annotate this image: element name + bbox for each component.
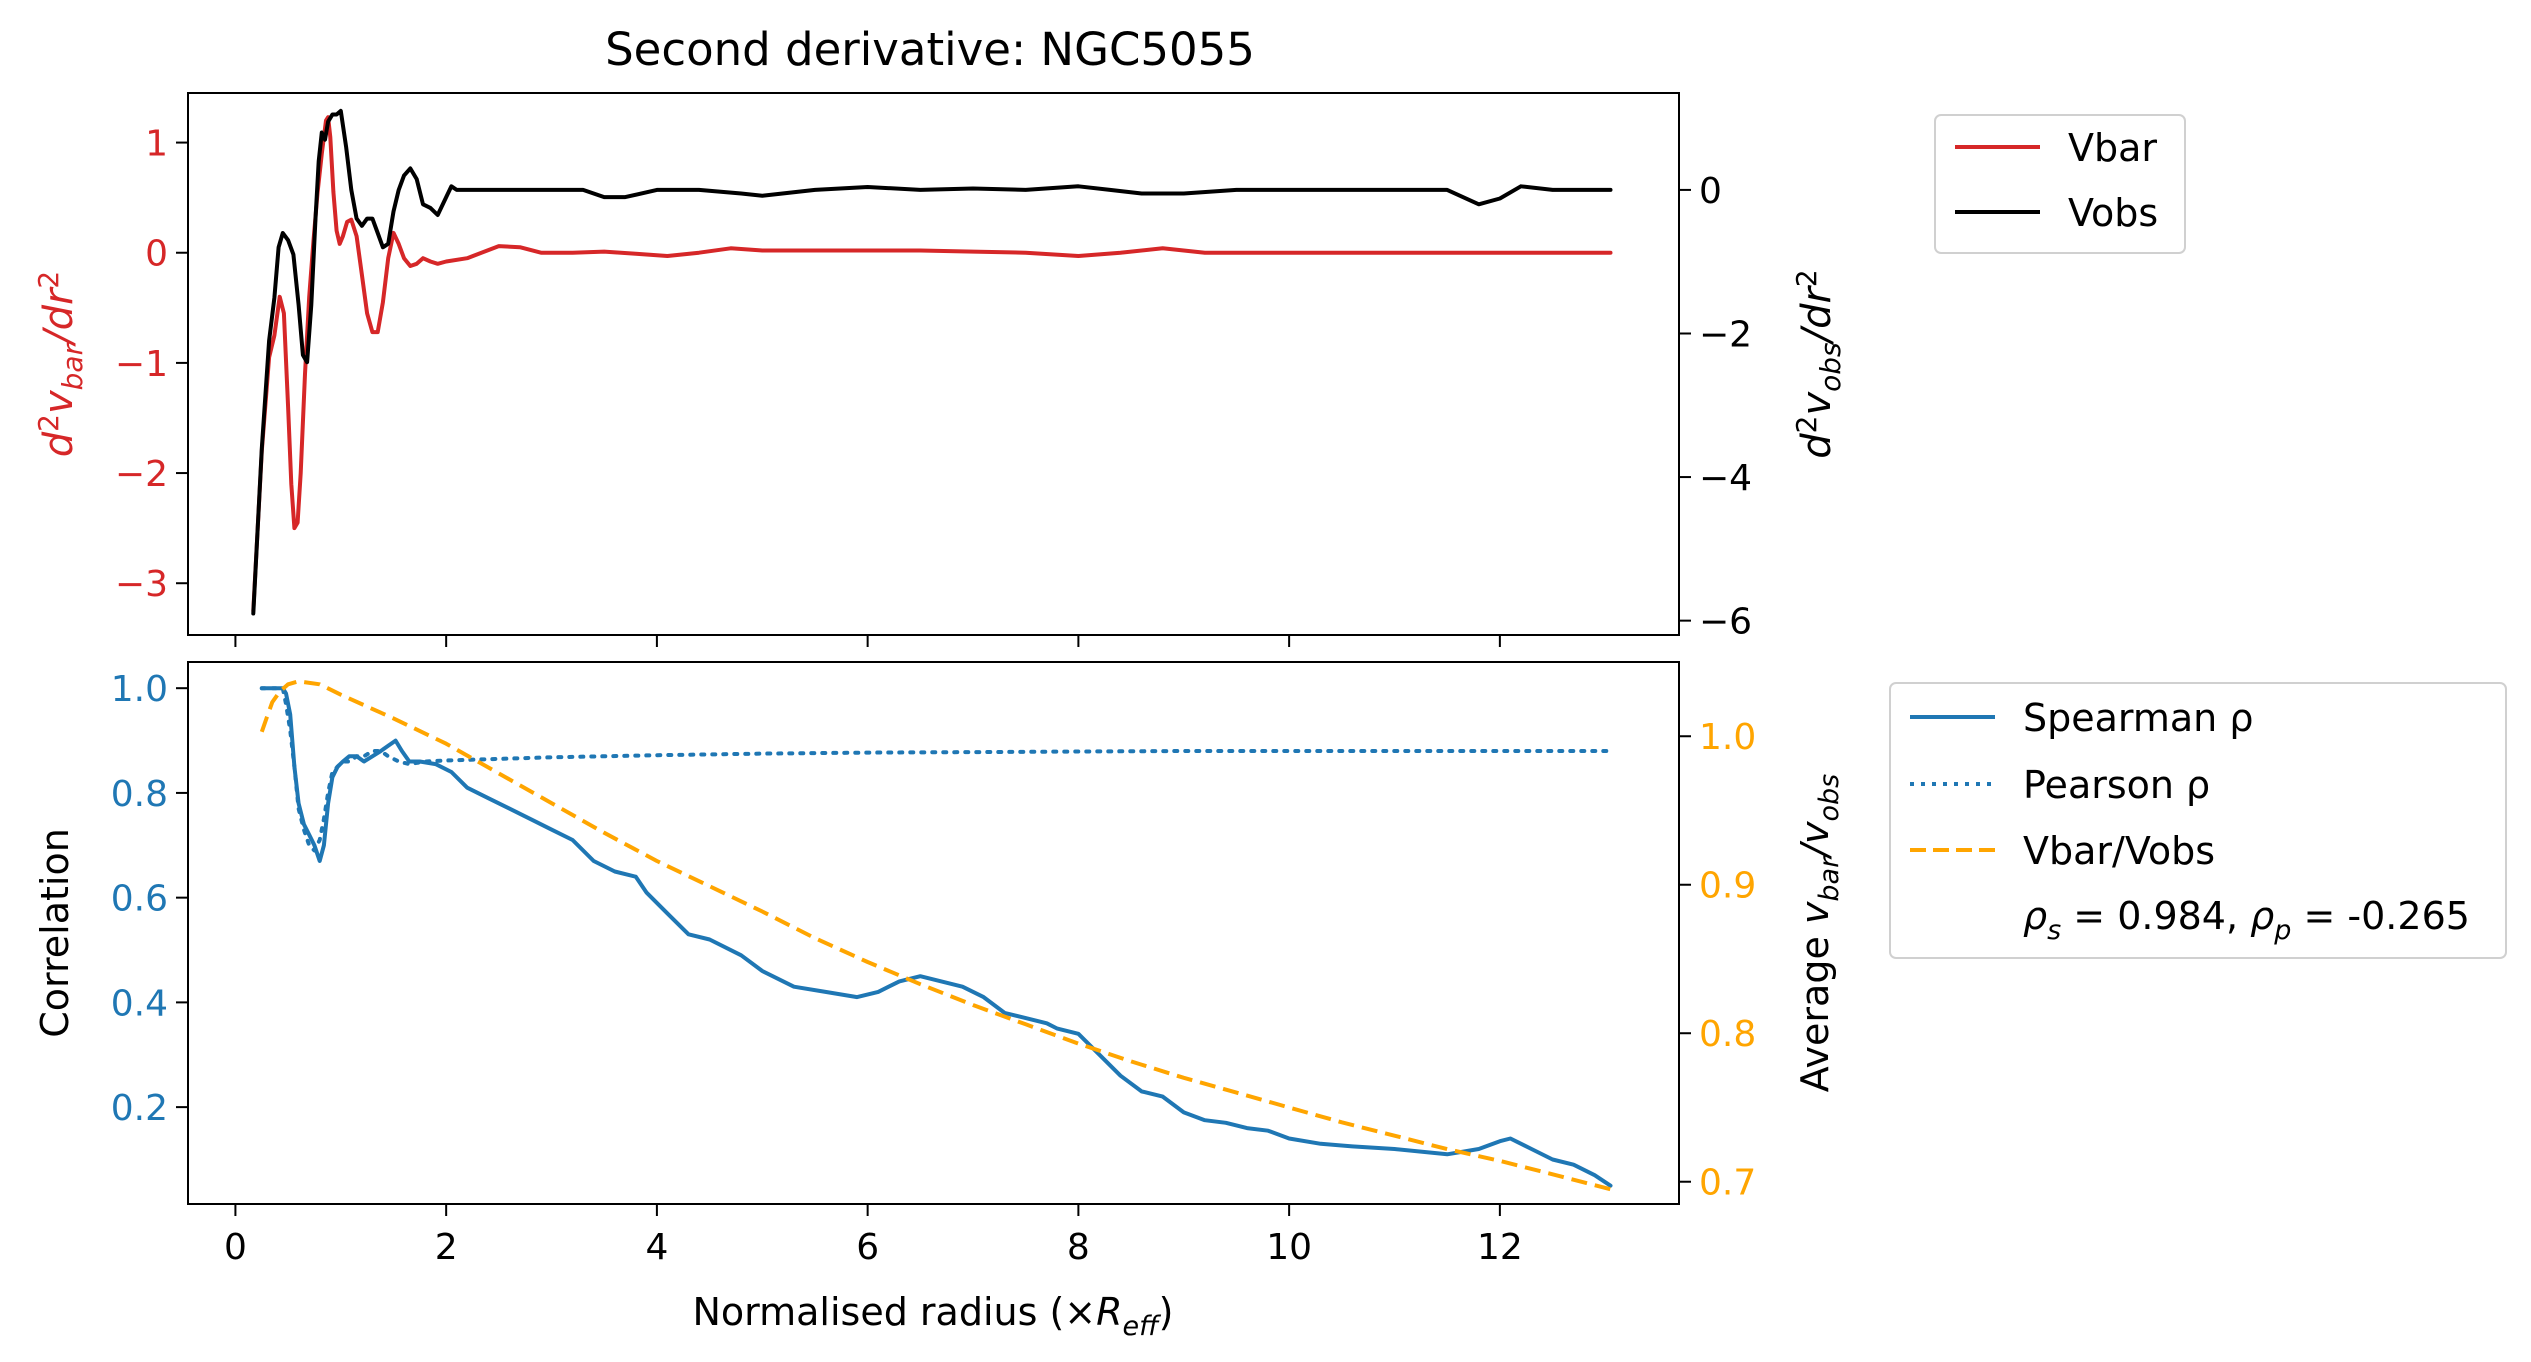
bottom-left-y-tick-label-0: 1.0: [111, 669, 168, 710]
bottom-right-y-tick-label-1: 0.9: [1699, 866, 1756, 907]
legend-label-vobs: Vobs: [2068, 191, 2158, 235]
top-legend-frame: [1934, 114, 2186, 254]
bottom-left-y-tick-label-3: 0.4: [111, 983, 168, 1024]
bottom-x-tick-label-0: 0: [224, 1227, 247, 1268]
bottom-right-y-tick-label-3: 0.7: [1699, 1163, 1756, 1204]
bottom-right-y-tick-label-0: 1.0: [1699, 717, 1756, 758]
top-right-y-axis: 0 −2 −4 −6: [1679, 171, 1752, 643]
top-left-y-tick-label-2: −1: [115, 344, 168, 385]
bottom-left-y-axis: 1.0 0.8 0.6 0.4 0.2: [111, 669, 188, 1129]
top-left-y-tick-label-4: −3: [115, 564, 168, 605]
bottom-x-tick-label-6: 12: [1477, 1227, 1523, 1268]
bottom-right-y-axis: 1.0 0.9 0.8 0.7: [1679, 717, 1756, 1204]
legend-label-pearson: Pearson ρ: [2023, 763, 2210, 807]
bottom-left-y-tick-label-2: 0.6: [111, 879, 168, 920]
bottom-right-y-tick-label-2: 0.8: [1699, 1014, 1756, 1055]
top-left-y-tick-label-3: −2: [115, 454, 168, 495]
top-right-y-tick-label-1: −2: [1699, 314, 1752, 355]
x-axis-label: Normalised radius (×Reff): [693, 1290, 1174, 1342]
top-series-layer: [251, 108, 1613, 616]
top-x-axis-ticks: [234, 635, 1501, 647]
legend-label-vbar: Vbar: [2068, 126, 2157, 170]
top-plot-area: [187, 92, 1680, 636]
top-left-y-tick-label-0: 1: [145, 124, 168, 165]
top-right-y-tick-label-0: 0: [1699, 171, 1722, 212]
bottom-x-tick-label-1: 2: [435, 1227, 458, 1268]
top-left-y-axis: 1 0 −1 −2 −3: [115, 124, 188, 605]
chart-title: Second derivative: NGC5055: [605, 23, 1255, 76]
top-axes-frame: [187, 92, 1680, 636]
top-right-y-tick-label-3: −6: [1699, 602, 1752, 643]
series-line-vbar-vobs: [259, 679, 1611, 1192]
bottom-series-layer: [259, 679, 1613, 1192]
bottom-x-tick-label-4: 8: [1067, 1227, 1090, 1268]
top-legend: Vbar Vobs: [1934, 114, 2186, 254]
legend-label-ratio: Vbar/Vobs: [2023, 829, 2215, 873]
series-line-vobs: [251, 108, 1613, 616]
bottom-x-tick-label-2: 4: [645, 1227, 668, 1268]
bottom-legend-frame: [1889, 682, 2507, 959]
legend-label-spearman: Spearman ρ: [2023, 696, 2253, 740]
bottom-axes-frame: [187, 661, 1680, 1205]
bottom-x-tick-label-3: 6: [856, 1227, 879, 1268]
bottom-left-y-tick-label-4: 0.2: [111, 1088, 168, 1129]
top-left-y-tick-label-1: 0: [145, 234, 168, 275]
top-right-y-tick-label-2: −4: [1699, 458, 1752, 499]
bottom-left-y-tick-label-1: 0.8: [111, 774, 168, 815]
bottom-plot-area: [187, 661, 1680, 1205]
legend-correlation-stats: ρs = 0.984, ρp = -0.265: [2023, 894, 2470, 946]
bottom-right-y-label: Average vbar/vobs: [1793, 774, 1845, 1092]
bottom-legend: Spearman ρ Pearson ρ Vbar/Vobs ρs = 0.98…: [1889, 682, 2507, 959]
bottom-x-tick-label-5: 10: [1266, 1227, 1312, 1268]
bottom-left-y-label: Correlation: [33, 828, 77, 1038]
bottom-x-axis: 0 2 4 6 8 10 12: [224, 1204, 1523, 1268]
series-line-pearson: [259, 686, 1613, 853]
